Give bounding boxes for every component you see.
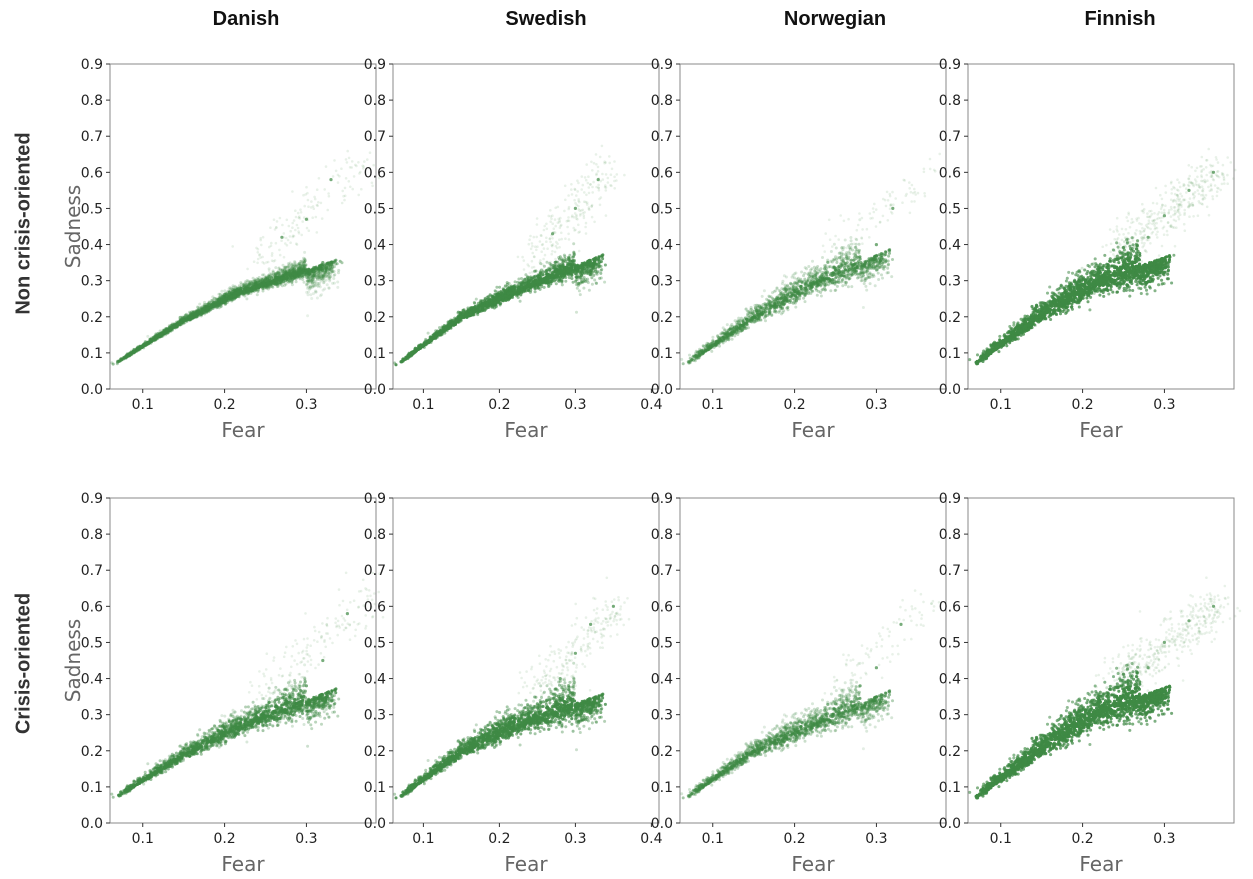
point-cloud [110,149,381,366]
data-point [268,274,272,278]
data-point [308,278,312,282]
data-point [224,292,228,295]
column-title-swedish: Swedish [416,8,676,31]
data-point [317,272,321,276]
column-title-finnish: Finnish [990,8,1250,31]
column-title-norwegian: Norwegian [705,8,965,31]
data-point [223,292,227,296]
data-point [207,301,211,305]
data-point [254,279,258,283]
column-title-danish: Danish [116,8,376,31]
data-point [302,260,306,264]
data-point [206,302,210,306]
data-point [154,332,158,336]
data-point [312,274,316,278]
